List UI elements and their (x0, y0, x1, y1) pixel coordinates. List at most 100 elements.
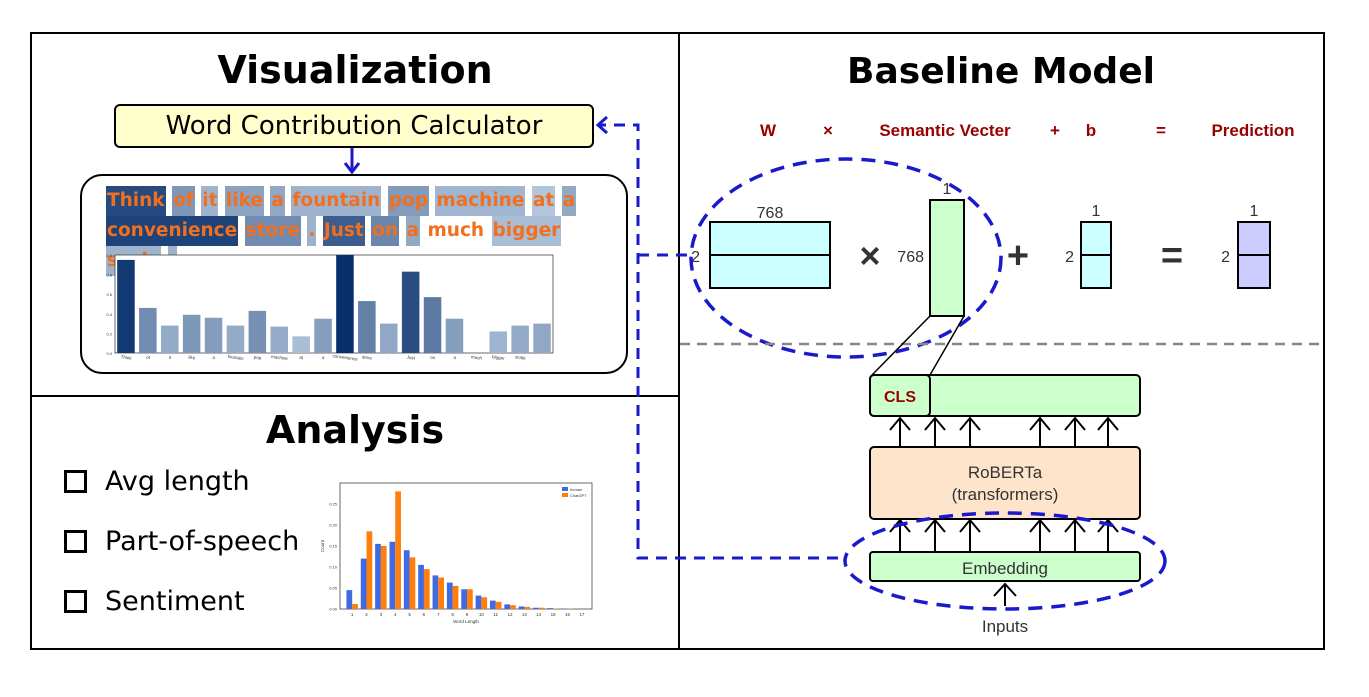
wc-xtick-2: it (168, 355, 172, 360)
token-17: bigger (491, 216, 562, 246)
arrow-head-icon (1064, 416, 1086, 431)
wc-xtick-0: Think (120, 354, 132, 361)
embedding-highlight-ellipse (843, 511, 1167, 611)
arrow-head-icon (959, 416, 981, 431)
token-2: it (201, 186, 219, 216)
prediction-cols-label: 1 (1250, 203, 1259, 220)
eq-plus: + (1050, 121, 1060, 140)
wl-xtick-11: 12 (508, 612, 514, 617)
wl-bar-human-2 (375, 543, 381, 609)
token-0: Think (106, 186, 166, 216)
token-13: Just (322, 216, 365, 246)
token-3: like (224, 186, 264, 216)
wl-xtick-6: 7 (437, 612, 440, 617)
wl-legend-label-0: human (570, 487, 582, 492)
token-4: a (270, 186, 285, 216)
matrix-cols-label: 768 (757, 205, 784, 222)
wl-bar-ChatGPT-2 (380, 546, 387, 609)
wc-xtick-12: . (388, 355, 390, 360)
embedding-block (869, 551, 1141, 582)
wc-bar-11 (358, 301, 376, 353)
wc-xtick-11: store (362, 354, 373, 360)
wc-ytick: 0.8 (106, 273, 112, 278)
arrow-head-icon (924, 416, 946, 431)
wc-bar-13 (401, 271, 420, 353)
wc-xtick-8: at (299, 355, 304, 361)
token-9: a (561, 186, 577, 216)
equals-operator: = (1161, 235, 1183, 277)
wc-xtick-7: machine (271, 354, 289, 361)
wc-bar-2 (160, 325, 179, 353)
wc-bar-12 (379, 323, 398, 353)
wc-xtick-9: a (322, 355, 326, 360)
wc-bar-19 (533, 323, 551, 353)
wl-xtick-10: 11 (493, 612, 498, 617)
wl-bar-human-1 (360, 558, 367, 609)
token-1: of (172, 186, 195, 216)
wl-xtick-16: 17 (579, 612, 585, 617)
wc-ytick: 0.6 (106, 292, 112, 297)
roberta-block (869, 446, 1141, 520)
wc-xtick-16: much (471, 354, 483, 361)
wl-xtick-15: 16 (565, 612, 571, 617)
token-14: on (371, 216, 400, 246)
wl-bar-ChatGPT-8 (467, 589, 473, 609)
wc-xtick-14: on (430, 355, 436, 361)
wl-bar-human-4 (403, 550, 410, 609)
analysis-item-label: Part-of-speech (105, 526, 300, 557)
token-6: pop (387, 186, 429, 216)
wl-bar-human-14 (547, 608, 554, 609)
token-16: much (426, 216, 486, 246)
arrow-head-icon (1029, 416, 1051, 431)
arrow-head-icon (959, 518, 981, 533)
wl-bar-ChatGPT-11 (510, 605, 516, 609)
wc-xtick-18: scale (515, 354, 527, 360)
wl-ytick: 0.00 (329, 607, 338, 612)
wl-ytick: 0.25 (329, 502, 338, 507)
wc-bar-0 (117, 259, 135, 353)
token-7: machine (435, 186, 526, 216)
token-highlight-text: Think of it like a fountain pop machine … (106, 186, 616, 276)
wc-bar-6 (248, 310, 267, 353)
embedding-to-calculator-dashed (600, 123, 838, 560)
wl-bar-ChatGPT-5 (423, 569, 430, 609)
wc-xtick-3: like (188, 355, 196, 361)
eq-times: × (823, 121, 833, 140)
wc-bar-3 (182, 314, 201, 353)
wl-xtick-1: 2 (365, 612, 368, 617)
wl-xtick-5: 6 (423, 612, 426, 617)
wc-xtick-17: bigger (492, 354, 506, 361)
wl-xtick-14: 15 (551, 612, 557, 617)
wc-xtick-10: convenience (332, 353, 358, 362)
arrow-head-icon (1097, 416, 1119, 431)
cls-connector-left (871, 315, 931, 376)
cls-token (869, 374, 931, 417)
wc-xtick-19: . (541, 355, 543, 360)
eq-semantic: Semantic Vecter (879, 121, 1011, 140)
token-8: at (531, 186, 556, 216)
plus-operator: + (1007, 235, 1029, 277)
visualization-box (80, 174, 628, 374)
wc-xtick-1: of (146, 355, 151, 361)
wc-bar-4 (204, 317, 223, 353)
checkbox-icon (64, 530, 87, 553)
arrow-head-icon (1097, 518, 1119, 533)
wl-ytick: 0.05 (329, 586, 338, 591)
wc-chart-frame (114, 254, 554, 354)
word-length-chart: 0.000.050.100.150.200.251 2 3 4 5 6 7 8 9 10 11 12 1… (320, 482, 593, 624)
wl-xtick-9: 10 (479, 612, 485, 617)
wc-bar-5 (226, 325, 245, 353)
checkbox-icon (64, 470, 87, 493)
wl-xtick-8: 9 (466, 612, 469, 617)
wl-bar-human-0 (346, 590, 353, 609)
analysis-item-sentiment: Sentiment (64, 586, 245, 617)
wl-xtick-4: 5 (408, 612, 411, 617)
wc-xtick-5: fountain (227, 354, 244, 361)
cls-connector-right (929, 315, 965, 376)
roberta-output-arrows (889, 416, 1119, 446)
token-12: . (307, 216, 317, 246)
arrow-head-icon (889, 518, 911, 533)
wl-bar-human-3 (389, 541, 396, 609)
matrix-rows-label: 2 (691, 249, 700, 266)
